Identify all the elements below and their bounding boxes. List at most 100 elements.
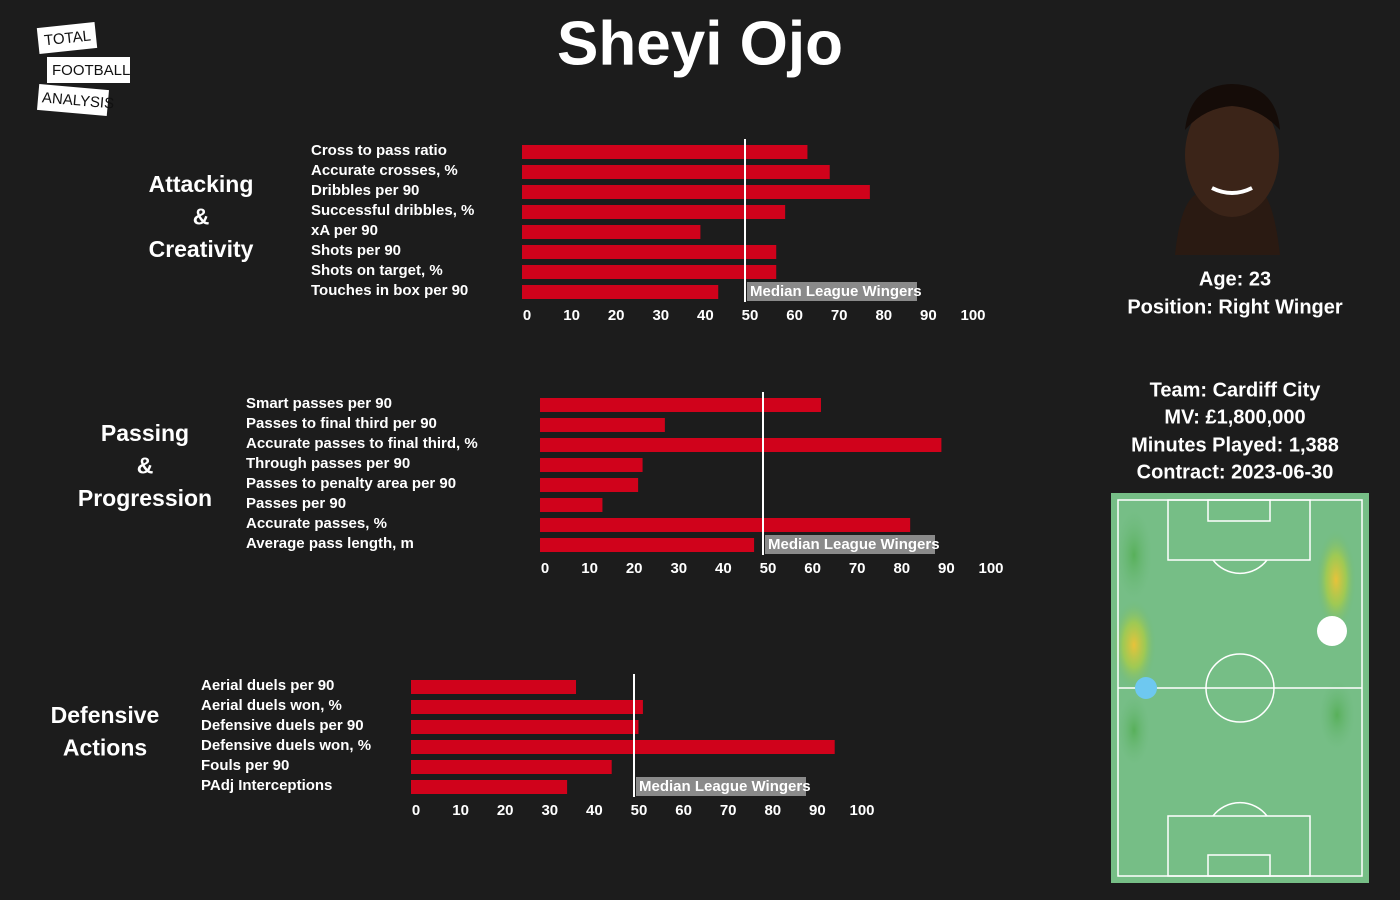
bar-label: Smart passes per 90: [246, 395, 392, 412]
x-tick-label: 70: [849, 560, 866, 577]
section-label: &: [137, 453, 154, 479]
x-tick-label: 60: [675, 802, 692, 819]
bar-label: Accurate passes, %: [246, 515, 387, 532]
median-label-bg: [747, 282, 917, 301]
x-tick-label: 40: [697, 307, 714, 324]
x-tick-label: 80: [893, 560, 910, 577]
bar-label: Through passes per 90: [246, 455, 410, 472]
x-tick-label: 70: [720, 802, 737, 819]
bar-label: Shots per 90: [311, 242, 401, 259]
bar-label: Defensive duels per 90: [201, 717, 364, 734]
heat-zone: [1116, 510, 1152, 600]
median-label: Median League Wingers: [768, 536, 940, 553]
bar-label: Passes to final third per 90: [246, 415, 437, 432]
section-label: Actions: [63, 735, 147, 761]
x-tick-label: 90: [920, 307, 937, 324]
bar-label: Touches in box per 90: [311, 282, 468, 299]
section-label: Attacking: [149, 171, 254, 197]
x-tick-label: 80: [764, 802, 781, 819]
bar-label: Successful dribbles, %: [311, 202, 474, 219]
x-tick-label: 40: [715, 560, 732, 577]
page-title: Sheyi Ojo: [557, 9, 843, 78]
bar: [411, 780, 568, 794]
median-label: Median League Wingers: [639, 778, 811, 795]
bar: [540, 498, 603, 512]
bar-label: Passes per 90: [246, 495, 346, 512]
x-tick-label: 0: [541, 560, 549, 577]
bar: [540, 398, 821, 412]
bar: [540, 418, 665, 432]
median-label-bg: [636, 777, 806, 796]
heat-zone: [1319, 680, 1355, 750]
x-tick-label: 50: [742, 307, 759, 324]
bar-label: Shots on target, %: [311, 262, 443, 279]
bar: [411, 740, 835, 754]
bar: [522, 165, 830, 179]
logo-box: [37, 83, 109, 117]
player-photo: [1175, 84, 1280, 255]
player-mv: MV: £1,800,000: [1164, 406, 1305, 428]
hair: [1185, 84, 1280, 130]
bar: [540, 458, 643, 472]
x-tick-label: 0: [412, 802, 420, 819]
bar-label: Dribbles per 90: [311, 182, 419, 199]
bar: [411, 720, 639, 734]
bar-label: Aerial duels won, %: [201, 697, 342, 714]
x-tick-label: 10: [452, 802, 469, 819]
x-tick-label: 10: [563, 307, 580, 324]
bar-label: Aerial duels per 90: [201, 677, 334, 694]
bar: [540, 478, 639, 492]
x-tick-label: 60: [786, 307, 803, 324]
x-tick-label: 10: [581, 560, 598, 577]
logo-text: ANALYSIS: [41, 89, 114, 112]
median-label: Median League Wingers: [750, 283, 922, 300]
x-tick-label: 50: [760, 560, 777, 577]
x-tick-label: 20: [626, 560, 643, 577]
x-tick-label: 70: [831, 307, 848, 324]
logo-box: [36, 22, 98, 54]
x-tick-label: 30: [652, 307, 669, 324]
face: [1185, 93, 1279, 217]
bar: [522, 245, 777, 259]
marker: [1317, 616, 1347, 646]
heat-zone: [1316, 530, 1356, 630]
x-tick-label: 30: [670, 560, 687, 577]
section-label: &: [193, 204, 210, 230]
heatmap: [1111, 493, 1369, 883]
bar: [540, 438, 942, 452]
section-label: Defensive: [51, 702, 160, 728]
bar: [540, 538, 755, 552]
x-tick-label: 100: [849, 802, 874, 819]
bar: [522, 265, 777, 279]
bar-label: Passes to penalty area per 90: [246, 475, 456, 492]
x-tick-label: 80: [875, 307, 892, 324]
section-label: Creativity: [149, 236, 254, 262]
bar-label: Accurate passes to final third, %: [246, 435, 478, 452]
x-tick-label: 40: [586, 802, 603, 819]
x-tick-label: 60: [804, 560, 821, 577]
heat-zone: [1118, 695, 1150, 765]
section-label: Passing: [101, 420, 189, 446]
bar-label: Fouls per 90: [201, 757, 289, 774]
player-age: Age: 23: [1199, 268, 1271, 290]
smile: [1211, 186, 1253, 195]
bar: [540, 518, 911, 532]
bar-label: xA per 90: [311, 222, 378, 239]
x-tick-label: 100: [960, 307, 985, 324]
bar: [522, 205, 786, 219]
bar-label: Accurate crosses, %: [311, 162, 458, 179]
section-label: Progression: [78, 485, 212, 511]
bar-label: Average pass length, m: [246, 535, 414, 552]
bar: [522, 285, 719, 299]
logo: TOTAL FOOTBALL ANALYSIS: [36, 22, 130, 117]
bar: [522, 225, 701, 239]
x-tick-label: 90: [938, 560, 955, 577]
marker: [1135, 677, 1157, 699]
bar-label: PAdj Interceptions: [201, 777, 332, 794]
bar: [522, 145, 808, 159]
x-tick-label: 0: [523, 307, 531, 324]
pitch-lines: [1117, 499, 1363, 877]
player-minutes: Minutes Played: 1,388: [1131, 434, 1339, 456]
bar: [411, 700, 643, 714]
